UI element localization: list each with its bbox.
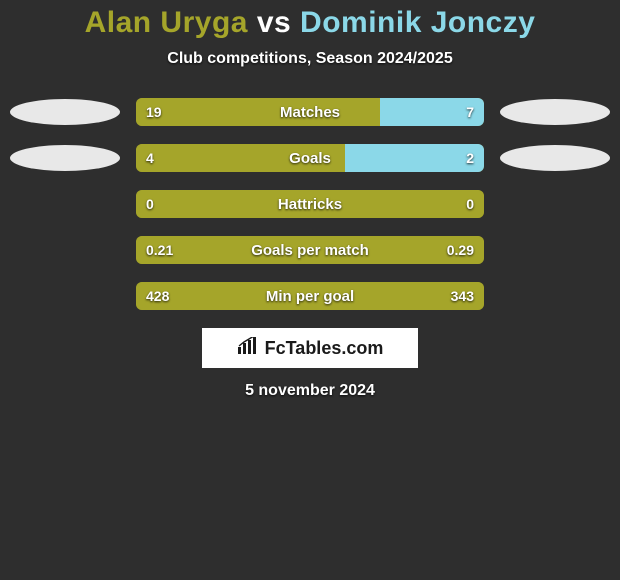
bar-left-fill (136, 144, 345, 172)
comparison-infographic: Alan Uryga vs Dominik Jonczy Club compet… (0, 0, 620, 400)
player2-name: Dominik Jonczy (300, 6, 535, 39)
page-title: Alan Uryga vs Dominik Jonczy (0, 6, 620, 40)
stat-row: Matches197 (0, 98, 620, 126)
stat-bar: Matches197 (136, 98, 484, 126)
stat-bar: Goals per match0.210.29 (136, 236, 484, 264)
player1-avatar (10, 99, 120, 125)
stat-row: Hattricks00 (0, 190, 620, 218)
logo-text: FcTables.com (265, 338, 384, 359)
player2-avatar (500, 283, 610, 309)
player1-avatar (10, 283, 120, 309)
stat-row: Min per goal428343 (0, 282, 620, 310)
player1-avatar (10, 191, 120, 217)
bar-left-fill (136, 236, 484, 264)
stat-bar: Min per goal428343 (136, 282, 484, 310)
player2-avatar (500, 145, 610, 171)
player1-avatar (10, 237, 120, 263)
bar-left-fill (136, 282, 484, 310)
logo-box: FcTables.com (202, 328, 418, 368)
stat-rows: Matches197 Goals42 Hattricks00 Goals per ma… (0, 98, 620, 310)
player2-avatar (500, 191, 610, 217)
player1-avatar (10, 145, 120, 171)
date: 5 november 2024 (0, 382, 620, 400)
vs-text: vs (257, 6, 291, 39)
bar-left-fill (136, 98, 380, 126)
bar-chart-icon (237, 337, 259, 360)
player1-name: Alan Uryga (85, 6, 248, 39)
stat-bar: Hattricks00 (136, 190, 484, 218)
stat-row: Goals per match0.210.29 (0, 236, 620, 264)
subtitle: Club competitions, Season 2024/2025 (0, 50, 620, 68)
player2-avatar (500, 99, 610, 125)
player2-avatar (500, 237, 610, 263)
bar-left-fill (136, 190, 484, 218)
stat-bar: Goals42 (136, 144, 484, 172)
bar-right-fill (345, 144, 484, 172)
bar-right-fill (380, 98, 484, 126)
stat-row: Goals42 (0, 144, 620, 172)
